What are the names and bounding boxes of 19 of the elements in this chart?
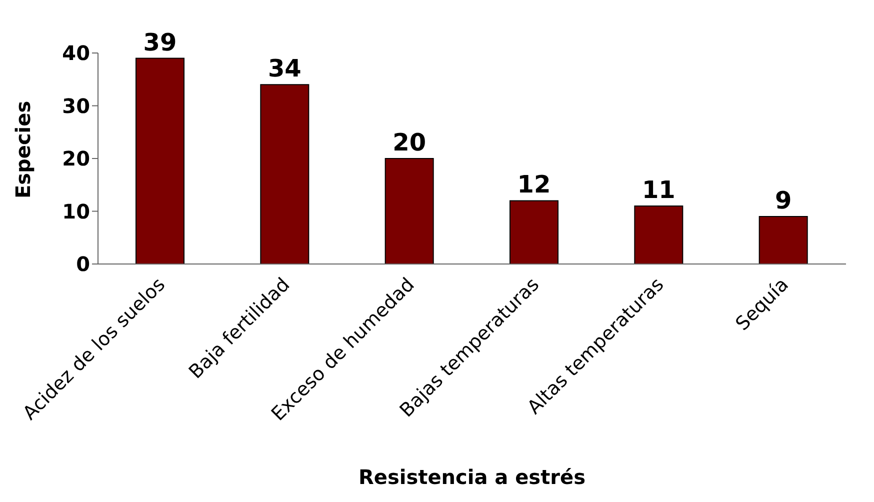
bar [758, 216, 808, 264]
data-label: 12 [517, 170, 551, 199]
x-axis-title: Resistencia a estrés [358, 465, 586, 489]
y-tick-label: 30 [62, 94, 90, 118]
data-label: 11 [642, 176, 676, 204]
data-label: 34 [268, 54, 302, 83]
y-tick-label: 0 [76, 252, 90, 276]
bar [260, 84, 310, 264]
bar [634, 205, 684, 264]
y-tick-label: 10 [62, 199, 90, 224]
y-tick-label: 20 [62, 146, 90, 171]
y-axis-title: Especies [11, 100, 36, 198]
bar [384, 158, 434, 264]
bar [510, 200, 558, 264]
y-tick-label: 40 [62, 41, 90, 66]
data-label: 20 [392, 128, 426, 156]
data-label: 39 [143, 28, 177, 56]
data-label: 9 [774, 186, 792, 215]
bar [136, 58, 184, 264]
